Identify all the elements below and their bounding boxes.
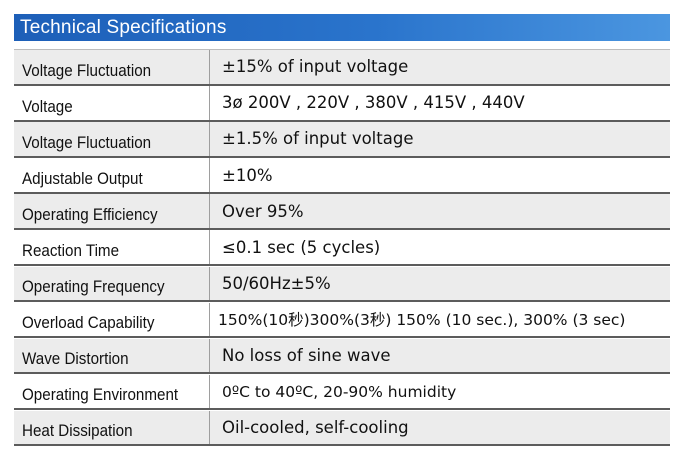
spec-value: ±1.5% of input voltage	[222, 129, 414, 149]
spec-label: Heat Dissipation	[14, 410, 210, 445]
spec-value: 150%(10秒)300%(3秒) 150% (10 sec.), 300% (…	[218, 311, 626, 330]
spec-row: Wave Distortion No loss of sine wave	[14, 338, 670, 375]
spec-row: Adjustable Output ±10%	[14, 158, 670, 194]
spec-row: Operating Frequency 50/60Hz±5%	[14, 266, 670, 303]
spec-label: Adjustable Output	[14, 158, 210, 192]
spec-row: Voltage Fluctuation ±15% of input voltag…	[14, 50, 670, 86]
spec-value: ±10%	[222, 165, 273, 185]
spec-value: 50/60Hz±5%	[222, 273, 331, 293]
spec-label: Reaction Time	[14, 230, 210, 264]
spec-value: 0ºC to 40ºC, 20-90% humidity	[222, 382, 457, 401]
spec-label: Voltage Fluctuation	[14, 50, 210, 84]
spec-row: Heat Dissipation Oil-cooled, self-coolin…	[14, 410, 670, 447]
spec-row: Overload Capability 150%(10秒)300%(3秒) 15…	[14, 302, 670, 339]
spec-value: ±15% of input voltage	[222, 57, 409, 77]
spec-value: Over 95%	[222, 201, 304, 221]
spec-row: Voltage Fluctuation ±1.5% of input volta…	[14, 122, 670, 158]
spec-row: Reaction Time ≤0.1 sec (5 cycles)	[14, 230, 670, 266]
spec-label: Operating Environment	[14, 374, 210, 409]
spec-label: Voltage	[14, 86, 210, 120]
spec-value: 3ø 200V , 220V , 380V , 415V , 440V	[222, 93, 525, 113]
spec-label: Voltage Fluctuation	[14, 122, 210, 156]
spec-label: Overload Capability	[14, 302, 210, 337]
spec-row: Voltage 3ø 200V , 220V , 380V , 415V , 4…	[14, 86, 670, 122]
spec-row: Operating Efficiency Over 95%	[14, 194, 670, 230]
spec-value: No loss of sine wave	[222, 346, 391, 365]
spec-value: ≤0.1 sec (5 cycles)	[222, 237, 381, 257]
spec-value: Oil-cooled, self-cooling	[222, 418, 409, 438]
spec-label: Operating Efficiency	[14, 194, 210, 228]
spec-row: Operating Environment 0ºC to 40ºC, 20-90…	[14, 374, 670, 411]
spec-label: Wave Distortion	[14, 338, 210, 373]
spec-label: Operating Frequency	[14, 266, 210, 301]
section-title: Technical Specifications	[14, 14, 670, 41]
specs-table: Voltage Fluctuation ±15% of input voltag…	[14, 49, 670, 447]
